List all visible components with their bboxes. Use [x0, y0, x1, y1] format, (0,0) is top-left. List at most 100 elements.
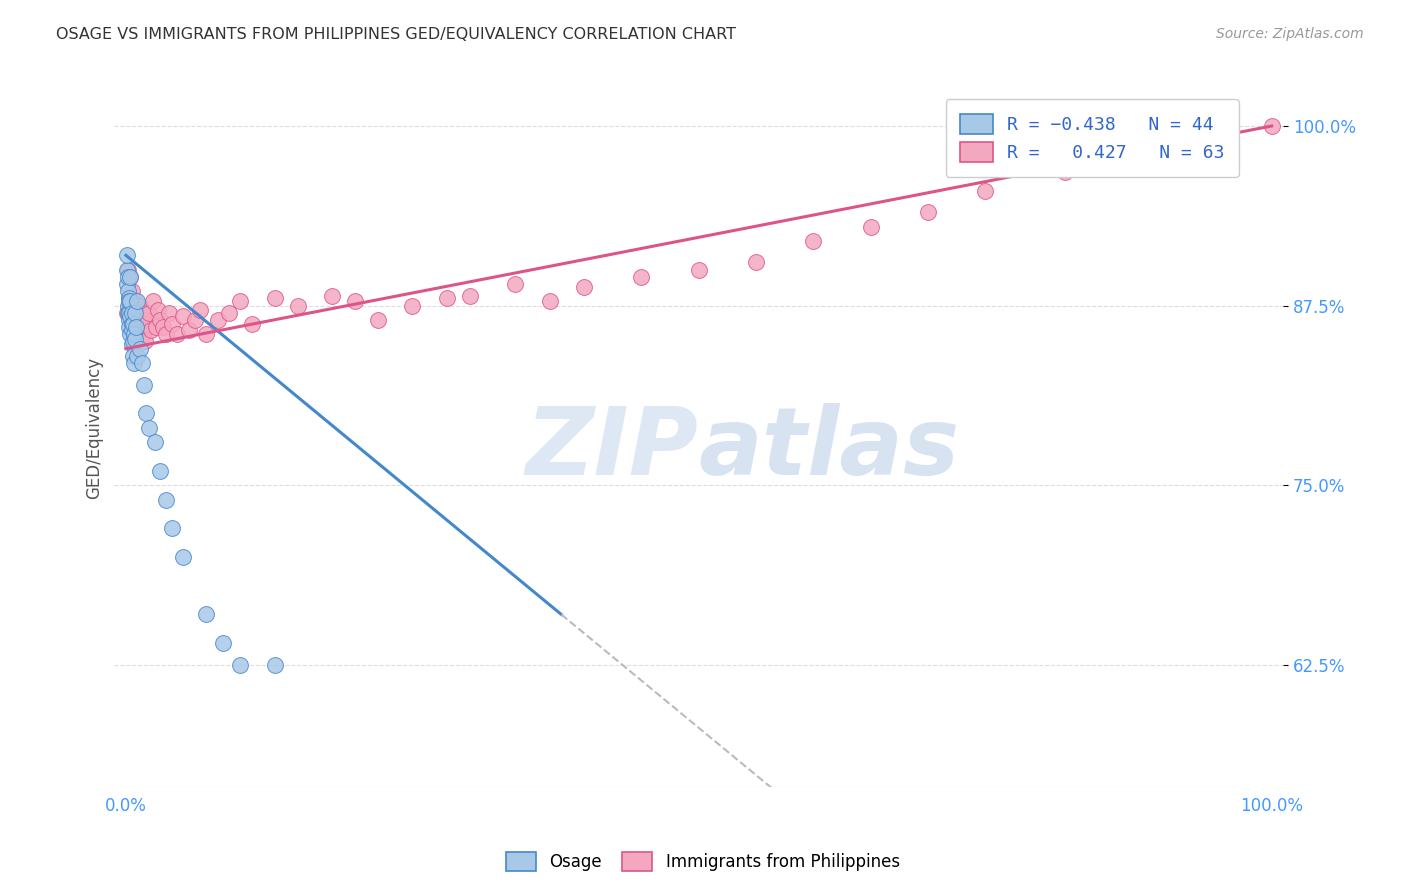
Point [218, 306, 240, 320]
Point [152, 320, 174, 334]
Point [1260, 119, 1282, 133]
Point [859, 219, 882, 234]
Point [183, 313, 205, 327]
Point [120, 269, 142, 284]
Point [155, 492, 177, 507]
Point [139, 323, 162, 337]
Point [745, 255, 768, 269]
Point [321, 288, 343, 302]
Point [172, 549, 194, 564]
Point [118, 299, 141, 313]
Point [121, 317, 143, 331]
Point [135, 317, 157, 331]
Point [131, 356, 153, 370]
Point [157, 306, 180, 320]
Point [124, 306, 146, 320]
Point [401, 299, 423, 313]
Point [118, 292, 141, 306]
Point [122, 320, 145, 334]
Point [149, 464, 172, 478]
Point [229, 294, 252, 309]
Point [572, 280, 595, 294]
Point [121, 323, 143, 337]
Point [117, 299, 139, 313]
Point [177, 323, 200, 337]
Point [212, 636, 235, 650]
Point [1168, 140, 1191, 154]
Y-axis label: GED/Equivalency: GED/Equivalency [86, 357, 103, 499]
Point [128, 342, 150, 356]
Point [124, 294, 146, 309]
Point [122, 356, 145, 370]
Point [118, 306, 141, 320]
Point [801, 234, 824, 248]
Point [120, 294, 142, 309]
Point [146, 302, 169, 317]
Point [1215, 130, 1237, 145]
Text: OSAGE VS IMMIGRANTS FROM PHILIPPINES GED/EQUIVALENCY CORRELATION CHART: OSAGE VS IMMIGRANTS FROM PHILIPPINES GED… [56, 27, 737, 42]
Legend: Osage, Immigrants from Philippines: Osage, Immigrants from Philippines [498, 843, 908, 880]
Point [118, 292, 141, 306]
Point [166, 327, 188, 342]
Point [121, 306, 143, 320]
Point [135, 406, 157, 420]
Point [367, 313, 389, 327]
Point [134, 313, 156, 327]
Point [436, 292, 458, 306]
Point [505, 277, 527, 291]
Point [118, 294, 141, 309]
Point [131, 306, 153, 320]
Point [134, 334, 156, 349]
Point [160, 521, 183, 535]
Point [160, 317, 183, 331]
Point [127, 309, 149, 323]
Point [142, 294, 165, 309]
Point [143, 435, 166, 450]
Point [138, 420, 160, 434]
Point [129, 323, 152, 337]
Point [120, 309, 142, 323]
Legend: R = −0.438   N = 44, R =   0.427   N = 63: R = −0.438 N = 44, R = 0.427 N = 63 [946, 99, 1239, 177]
Point [117, 262, 139, 277]
Point [538, 294, 561, 309]
Point [229, 657, 252, 672]
Point [127, 317, 149, 331]
Point [121, 306, 143, 320]
Text: atlas: atlas [699, 403, 960, 495]
Point [917, 205, 939, 219]
Point [120, 269, 142, 284]
Point [1112, 155, 1135, 169]
Point [344, 294, 367, 309]
Point [1054, 165, 1077, 179]
Point [138, 306, 160, 320]
Point [974, 184, 997, 198]
Point [195, 327, 218, 342]
Point [458, 288, 481, 302]
Point [145, 320, 167, 334]
Point [115, 306, 138, 320]
Point [117, 306, 139, 320]
Point [630, 269, 652, 284]
Point [115, 262, 138, 277]
Point [172, 309, 194, 323]
Point [122, 327, 145, 342]
Point [134, 377, 156, 392]
Point [149, 313, 172, 327]
Point [121, 284, 143, 298]
Point [125, 320, 148, 334]
Point [688, 262, 710, 277]
Point [263, 292, 285, 306]
Text: ZIP: ZIP [526, 403, 699, 495]
Point [240, 317, 263, 331]
Point [121, 317, 143, 331]
Point [155, 327, 177, 342]
Point [118, 320, 141, 334]
Point [117, 284, 139, 298]
Point [118, 313, 141, 327]
Point [115, 277, 138, 291]
Point [121, 313, 143, 327]
Point [127, 349, 149, 363]
Text: Source: ZipAtlas.com: Source: ZipAtlas.com [1216, 27, 1364, 41]
Point [207, 313, 229, 327]
Point [120, 327, 142, 342]
